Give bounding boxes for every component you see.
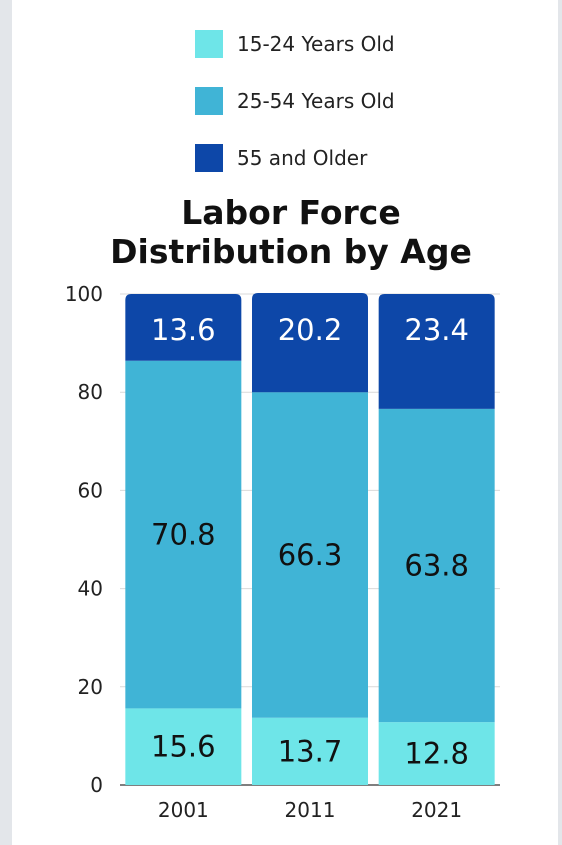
bar-segment — [125, 360, 242, 709]
x-tick-label-2001: 2001 — [158, 798, 209, 822]
bar-value-label: 66.3 — [278, 538, 343, 572]
legend-item-55-older: 55 and Older — [195, 144, 395, 172]
y-tick-label-100: 100 — [65, 282, 103, 306]
legend-label-25-54: 25-54 Years Old — [237, 89, 395, 113]
y-tick-label-80: 80 — [78, 380, 103, 404]
bar-segment — [125, 294, 242, 361]
chart-title-line-2: Distribution by Age — [110, 232, 472, 271]
bar-value-label: 13.7 — [278, 734, 343, 768]
bar-segment — [252, 392, 368, 718]
bar-value-label: 20.2 — [278, 313, 343, 347]
legend-swatch-55-older — [195, 144, 223, 172]
y-tick-label-20: 20 — [78, 675, 103, 699]
bar-value-label: 12.8 — [404, 737, 469, 771]
bar-segment — [252, 717, 368, 785]
y-tick-label-0: 0 — [90, 773, 103, 797]
bar-value-label: 63.8 — [404, 549, 469, 583]
bar-value-label: 13.6 — [151, 313, 216, 347]
bar-value-label: 15.6 — [151, 730, 216, 764]
bar-value-label: 23.4 — [404, 313, 469, 347]
bar-value-label: 70.8 — [151, 518, 216, 552]
chart-title: Labor Force Distribution by Age — [0, 193, 562, 271]
legend: 15-24 Years Old 25-54 Years Old 55 and O… — [195, 30, 395, 201]
bar-segment — [252, 293, 368, 393]
bar-segment — [378, 722, 495, 785]
legend-item-15-24: 15-24 Years Old — [195, 30, 395, 58]
chart-title-line-1: Labor Force — [181, 193, 401, 232]
x-tick-label-2011: 2011 — [285, 798, 336, 822]
legend-swatch-15-24 — [195, 30, 223, 58]
legend-swatch-25-54 — [195, 87, 223, 115]
legend-label-15-24: 15-24 Years Old — [237, 32, 395, 56]
legend-label-55-older: 55 and Older — [237, 146, 368, 170]
bar-segment — [378, 408, 495, 723]
bar-segment — [125, 708, 242, 785]
x-tick-label-2021: 2021 — [411, 798, 462, 822]
y-tick-label-60: 60 — [78, 478, 103, 502]
bar-segment — [378, 294, 495, 409]
y-tick-label-40: 40 — [78, 577, 103, 601]
legend-item-25-54: 25-54 Years Old — [195, 87, 395, 115]
